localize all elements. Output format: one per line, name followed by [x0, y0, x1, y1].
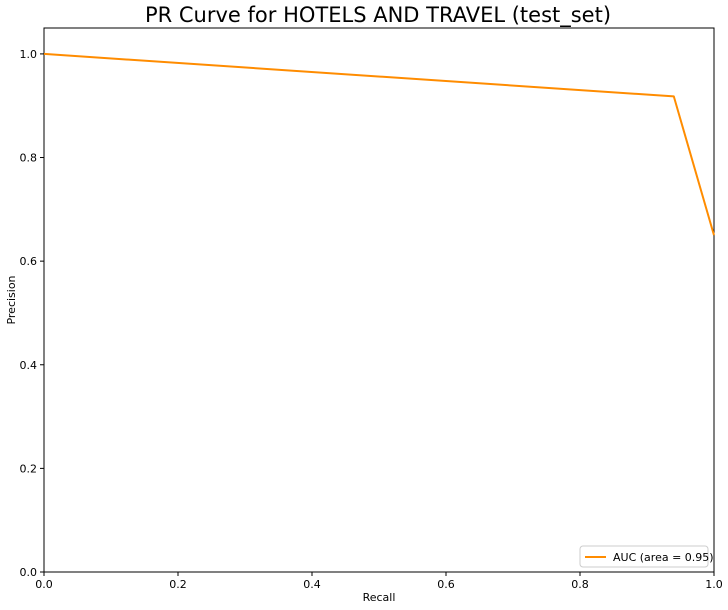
plot-frame	[43, 27, 715, 573]
legend-box	[579, 545, 709, 568]
y-axis-ticks: 0.0 0.2 0.4 0.6 0.8 1.0	[20, 48, 44, 579]
y-tick-label: 0.8	[20, 152, 38, 165]
x-tick-label: 0.6	[437, 578, 455, 591]
series-layer	[43, 52, 715, 236]
plot-area	[43, 27, 715, 573]
legend: AUC (area = 0.95)	[579, 545, 714, 568]
chart-title: PR Curve for HOTELS AND TRAVEL (test_set…	[145, 3, 611, 28]
y-tick-label: 0.6	[20, 255, 38, 268]
y-tick-label: 0.4	[20, 359, 38, 372]
y-tick-label: 0.0	[20, 566, 38, 579]
x-tick-label: 1.0	[705, 578, 723, 591]
x-tick-label: 0.4	[303, 578, 321, 591]
y-tick-label: 0.2	[20, 462, 38, 475]
y-tick-label: 1.0	[20, 48, 38, 61]
x-axis-label: Recall	[363, 591, 396, 604]
x-tick-label: 0.0	[35, 578, 53, 591]
y-axis-label: Precision	[5, 275, 18, 324]
x-axis-ticks: 0.0 0.2 0.4 0.6 0.8 1.0	[35, 572, 723, 591]
series-line	[43, 52, 715, 236]
x-tick-label: 0.8	[571, 578, 589, 591]
x-tick-label: 0.2	[169, 578, 187, 591]
legend-entry-label: AUC (area = 0.95)	[613, 551, 714, 564]
